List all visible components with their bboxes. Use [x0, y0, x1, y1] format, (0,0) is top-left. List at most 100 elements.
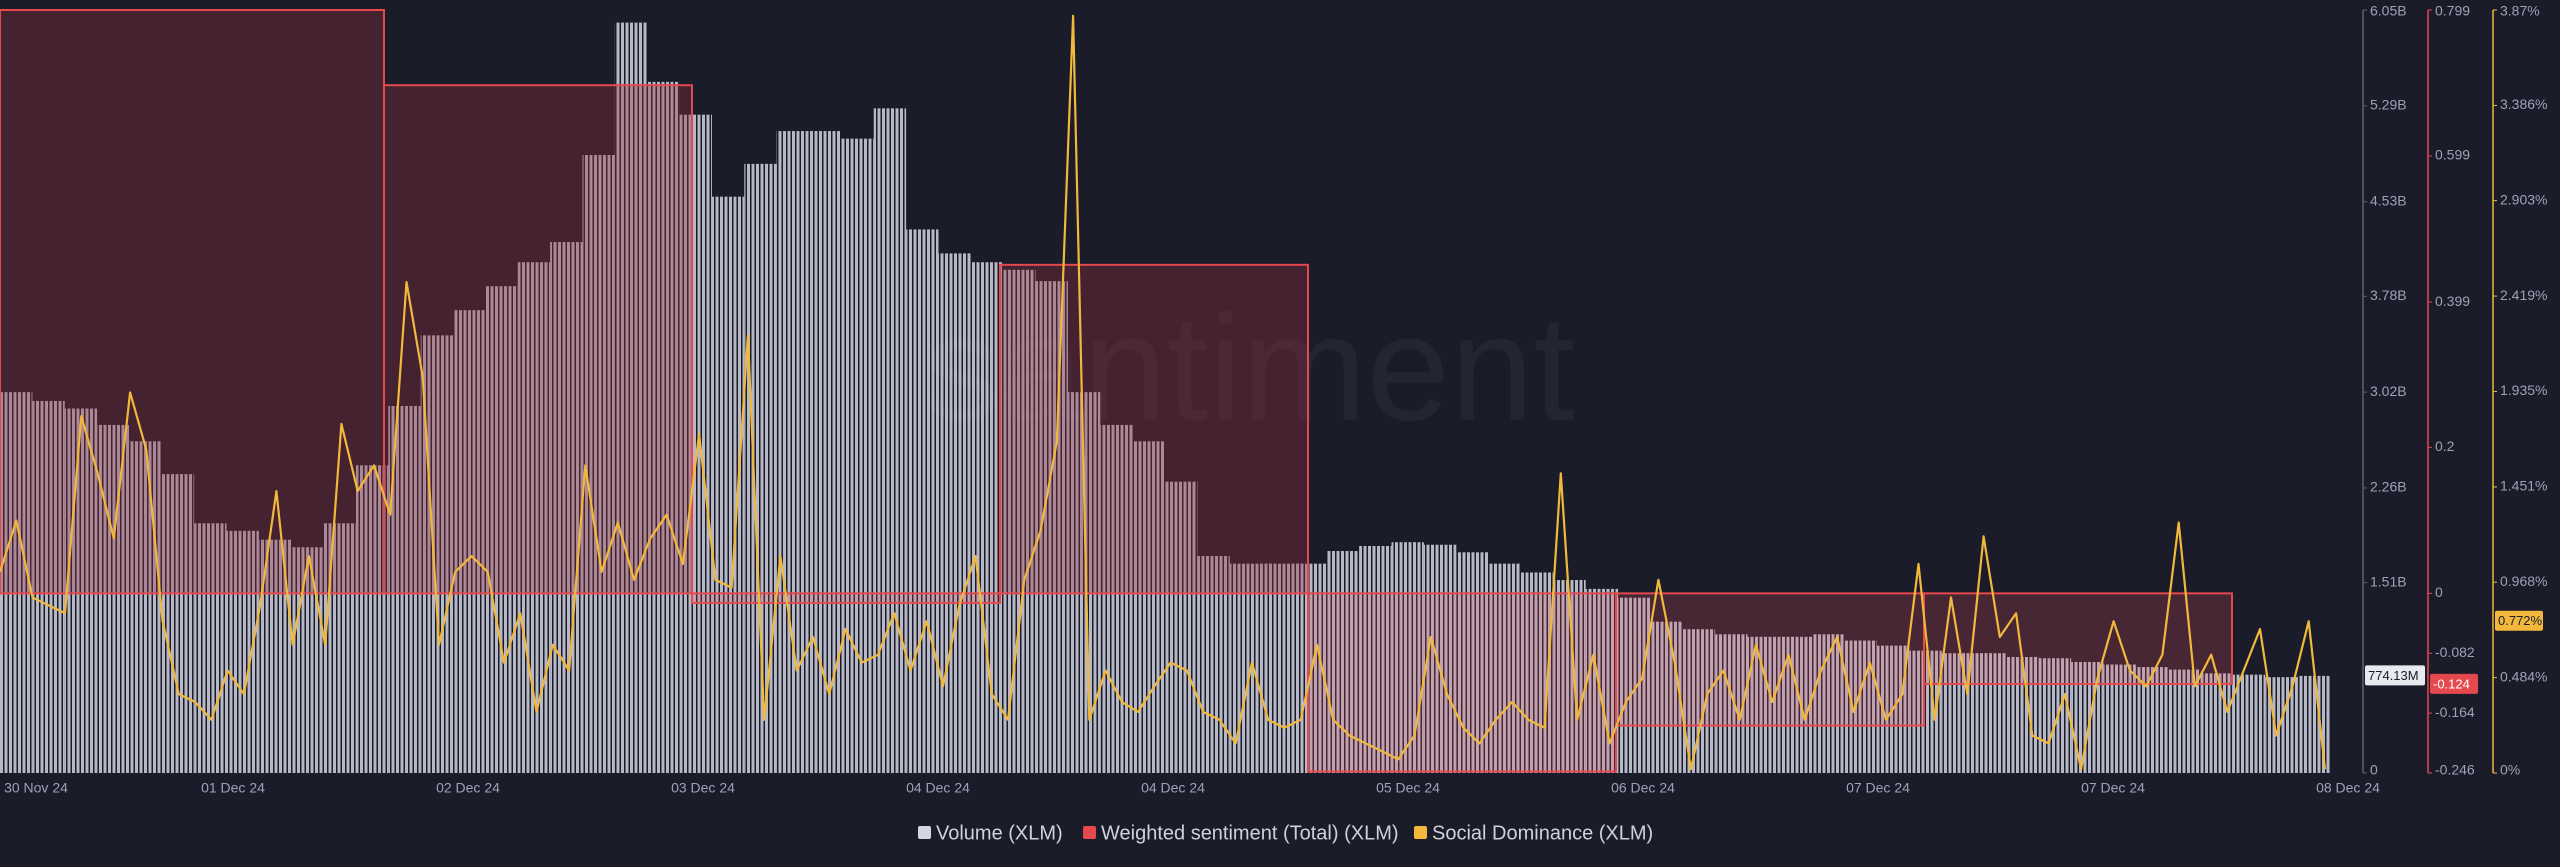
badge-label: 0.772%: [2498, 613, 2543, 628]
x-tick-label: 07 Dec 24: [2081, 780, 2145, 796]
value-badge: 0.772%: [2495, 610, 2543, 631]
volume-bar: [679, 114, 712, 774]
volume-bar: [485, 286, 518, 773]
value-badge: 774.13M: [2365, 665, 2425, 686]
volume-bar: [1197, 556, 1230, 773]
volume-bar: [1229, 563, 1263, 773]
legend-label: Weighted sentiment (Total) (XLM): [1101, 822, 1399, 844]
sentiment-step: [1307, 592, 1617, 773]
legend-swatch: [918, 826, 931, 839]
legend: Volume (XLM) Weighted sentiment (Total) (…: [918, 822, 1653, 844]
y-tick-label: 0.2: [2435, 438, 2455, 454]
volume-bar: [0, 392, 33, 773]
volume-bar: [1423, 544, 1457, 773]
volume-bar: [1132, 441, 1165, 773]
y-tick-label: 3.386%: [2500, 96, 2547, 112]
y-tick-label: 0.968%: [2500, 573, 2547, 589]
legend-label: Volume (XLM): [936, 822, 1063, 844]
volume-bar: [1391, 542, 1424, 773]
volume-bar: [744, 163, 777, 774]
volume-bar: [1974, 653, 2007, 773]
x-tick-label: 30 Nov 24: [4, 780, 68, 796]
y-tick-label: 3.87%: [2500, 3, 2540, 19]
volume-bar: [161, 474, 195, 773]
sentiment-step: [691, 592, 1001, 604]
volume-bar: [1326, 551, 1360, 773]
y-tick-label: 4.53B: [2370, 192, 2407, 208]
volume-bar: [776, 131, 810, 774]
volume-bar: [1844, 640, 1877, 773]
y-tick-label: 0.599: [2435, 147, 2470, 163]
volume-bar: [1618, 597, 1651, 773]
badge-box: [2365, 665, 2425, 686]
volume-bar: [453, 310, 486, 773]
x-tick-label: 05 Dec 24: [1376, 780, 1440, 796]
volume-bar: [323, 523, 356, 773]
sentiment-step: [0, 9, 385, 595]
volume-bar: [1100, 424, 1133, 773]
volume-bar: [420, 335, 454, 773]
y-tick-label: 0: [2370, 762, 2378, 778]
volume-bar: [64, 408, 98, 773]
y-tick-label: 1.51B: [2370, 573, 2407, 589]
y-tick-label: 3.02B: [2370, 383, 2407, 399]
volume-bar: [97, 424, 130, 773]
volume-bar: [2103, 664, 2136, 773]
volume-bar: [291, 547, 324, 773]
y-tick-label: -0.082: [2435, 644, 2475, 660]
volume-bar: [1165, 481, 1198, 773]
y-tick-label: 0.484%: [2500, 668, 2547, 684]
volume-bar: [550, 242, 583, 774]
volume-bar: [841, 138, 874, 774]
y-tick-label: 2.419%: [2500, 287, 2547, 303]
y-tick-label: 2.903%: [2500, 191, 2547, 207]
volume-bar: [614, 22, 648, 773]
volume-bar: [1779, 636, 1813, 773]
x-tick-label: 01 Dec 24: [201, 780, 265, 796]
y-tick-label: 0.399: [2435, 293, 2470, 309]
y-tick-label: 0%: [2500, 762, 2520, 778]
volume-bar: [1262, 563, 1295, 773]
sentiment-step: [383, 84, 693, 595]
volume-bar: [938, 253, 971, 773]
y-tick-label: 1.451%: [2500, 478, 2547, 494]
volume-bar: [1650, 621, 1683, 773]
badge-label: -0.124: [2433, 676, 2470, 691]
volume-bar: [1585, 588, 1619, 773]
value-badge: -0.124: [2430, 673, 2478, 694]
sentiment-step: [1615, 592, 1925, 727]
x-tick-label: 03 Dec 24: [671, 780, 735, 796]
y-tick-label: 1.935%: [2500, 382, 2547, 398]
x-tick-label: 02 Dec 24: [436, 780, 500, 796]
y-tick-label: -0.246: [2435, 762, 2475, 778]
volume-bar: [2006, 656, 2039, 773]
x-tick-label: 07 Dec 24: [1846, 780, 1910, 796]
y-tick-label: 3.78B: [2370, 287, 2407, 303]
badge-box: [2495, 610, 2543, 631]
y-tick-label: 0.799: [2435, 3, 2470, 19]
volume-bar: [355, 465, 389, 773]
volume-bar: [226, 530, 259, 773]
x-tick-label: 06 Dec 24: [1611, 780, 1675, 796]
x-tick-label: 04 Dec 24: [1141, 780, 1205, 796]
sentiment-step: [999, 263, 1309, 595]
y-tick-label: 6.05B: [2370, 3, 2407, 19]
volume-bar: [647, 81, 680, 774]
badge-box: [2430, 673, 2478, 694]
volume-bar: [517, 262, 551, 773]
x-tick-label: 08 Dec 24: [2316, 780, 2380, 796]
volume-bar: [194, 523, 227, 773]
y-tick-label: 2.26B: [2370, 479, 2407, 495]
volume-bar: [970, 262, 1004, 773]
volume-bar: [2297, 675, 2330, 773]
legend-swatch: [1414, 826, 1427, 839]
volume-bar: [2232, 674, 2266, 773]
legend-label: Social Dominance (XLM): [1432, 822, 1653, 844]
volume-bar: [32, 400, 65, 773]
volume-bar: [2038, 658, 2072, 773]
volume-bar: [1488, 563, 1521, 773]
volume-bar: [873, 108, 907, 774]
badge-label: 774.13M: [2368, 668, 2419, 683]
x-tick-label: 04 Dec 24: [906, 780, 970, 796]
